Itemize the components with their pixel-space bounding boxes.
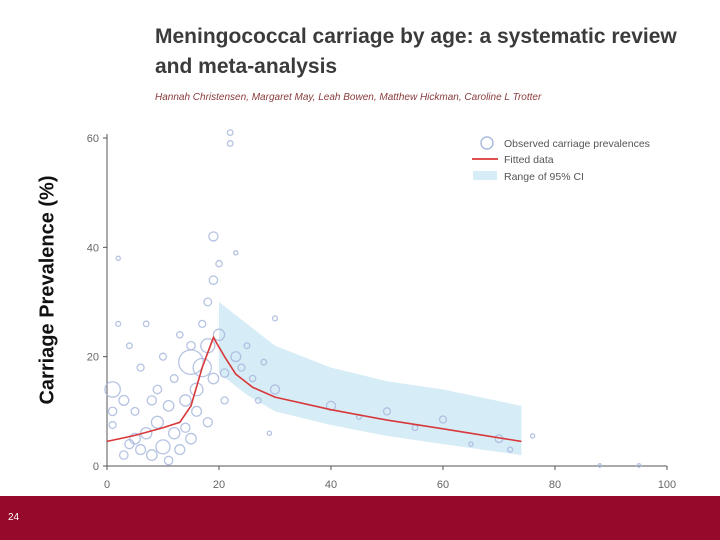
observed-point [135,444,147,456]
observed-point [468,441,474,447]
observed-point [118,394,130,406]
observed-point [248,374,257,383]
observed-point [118,450,129,460]
observed-point [162,399,175,412]
fitted-line [106,335,522,443]
y-tick-label: 0 [93,461,99,473]
observed-point [226,129,234,136]
x-tick-label: 20 [213,479,225,491]
observed-point [212,328,226,342]
legend-label: Range of 95% CI [504,171,584,183]
observed-point [174,444,186,456]
observed-point [269,384,281,395]
observed-point [438,415,448,424]
x-tick-label: 100 [658,479,676,491]
observed-point [254,396,262,404]
observed-point [107,406,118,417]
legend-label: Fitted data [504,154,554,166]
footer-bar [0,496,720,540]
observed-point [192,357,212,378]
observed-point [163,455,174,466]
observed-point [146,395,158,406]
x-tick-label: 40 [325,479,337,491]
observed-point [507,446,514,453]
observed-point [243,342,251,350]
chart-title: Meningococcal carriage by age: a systema… [155,25,677,78]
observed-point [208,275,219,285]
observed-point [104,381,121,398]
observed-point [215,259,223,268]
page-number: 24 [8,512,20,523]
observed-point [207,372,220,385]
observed-point [230,351,242,363]
observed-point [152,384,163,395]
observed-point [108,420,117,430]
observed-point [145,449,158,461]
observed-point [220,396,229,405]
observed-point [169,374,179,384]
observed-point [382,407,392,416]
legend-label: Observed carriage prevalences [504,138,650,150]
observed-point [208,231,219,242]
observed-point [129,432,141,445]
observed-point [198,319,207,329]
observed-point [597,463,603,468]
y-tick-label: 60 [87,133,99,145]
observed-point [186,340,196,351]
observed-point [260,358,268,366]
legend-marker-observed [480,136,494,150]
observed-point [142,320,150,328]
legend-marker-ci [473,171,497,180]
observed-point [529,433,536,439]
observed-point [130,406,140,416]
observed-point [185,432,197,445]
observed-point [178,349,204,376]
observed-point [266,430,273,436]
observed-point [191,405,203,417]
observed-point [158,352,168,361]
observed-point [202,417,214,428]
observed-point [124,438,135,450]
y-tick-label: 20 [87,352,99,364]
observed-point [115,255,121,262]
observed-point [167,426,181,440]
observed-point [179,394,192,407]
ci-band [219,302,522,456]
x-tick-label: 60 [437,479,449,491]
observed-point [180,422,191,433]
observed-point [155,439,171,455]
observed-point [271,315,279,322]
observed-point [189,382,204,397]
observed-point [203,297,213,307]
observed-point [219,368,230,378]
observed-point [150,415,164,429]
observed-point [115,320,122,327]
observed-point [176,330,184,339]
observed-point [636,463,642,468]
observed-point [136,363,145,372]
y-tick-label: 40 [87,242,99,254]
scatter-chart: 0 20 40 60 80 100 0 20 40 60 Observed carriage pre… [87,129,676,491]
observed-point [125,342,133,350]
observed-point [237,363,246,372]
x-tick-label: 80 [549,479,561,491]
x-tick-label: 0 [104,479,110,491]
chart-authors: Hannah Christensen, Margaret May, Leah B… [155,92,542,103]
legend: Observed carriage prevalences Fitted data… [472,136,650,183]
observed-point [233,250,239,256]
observed-point [226,140,234,147]
